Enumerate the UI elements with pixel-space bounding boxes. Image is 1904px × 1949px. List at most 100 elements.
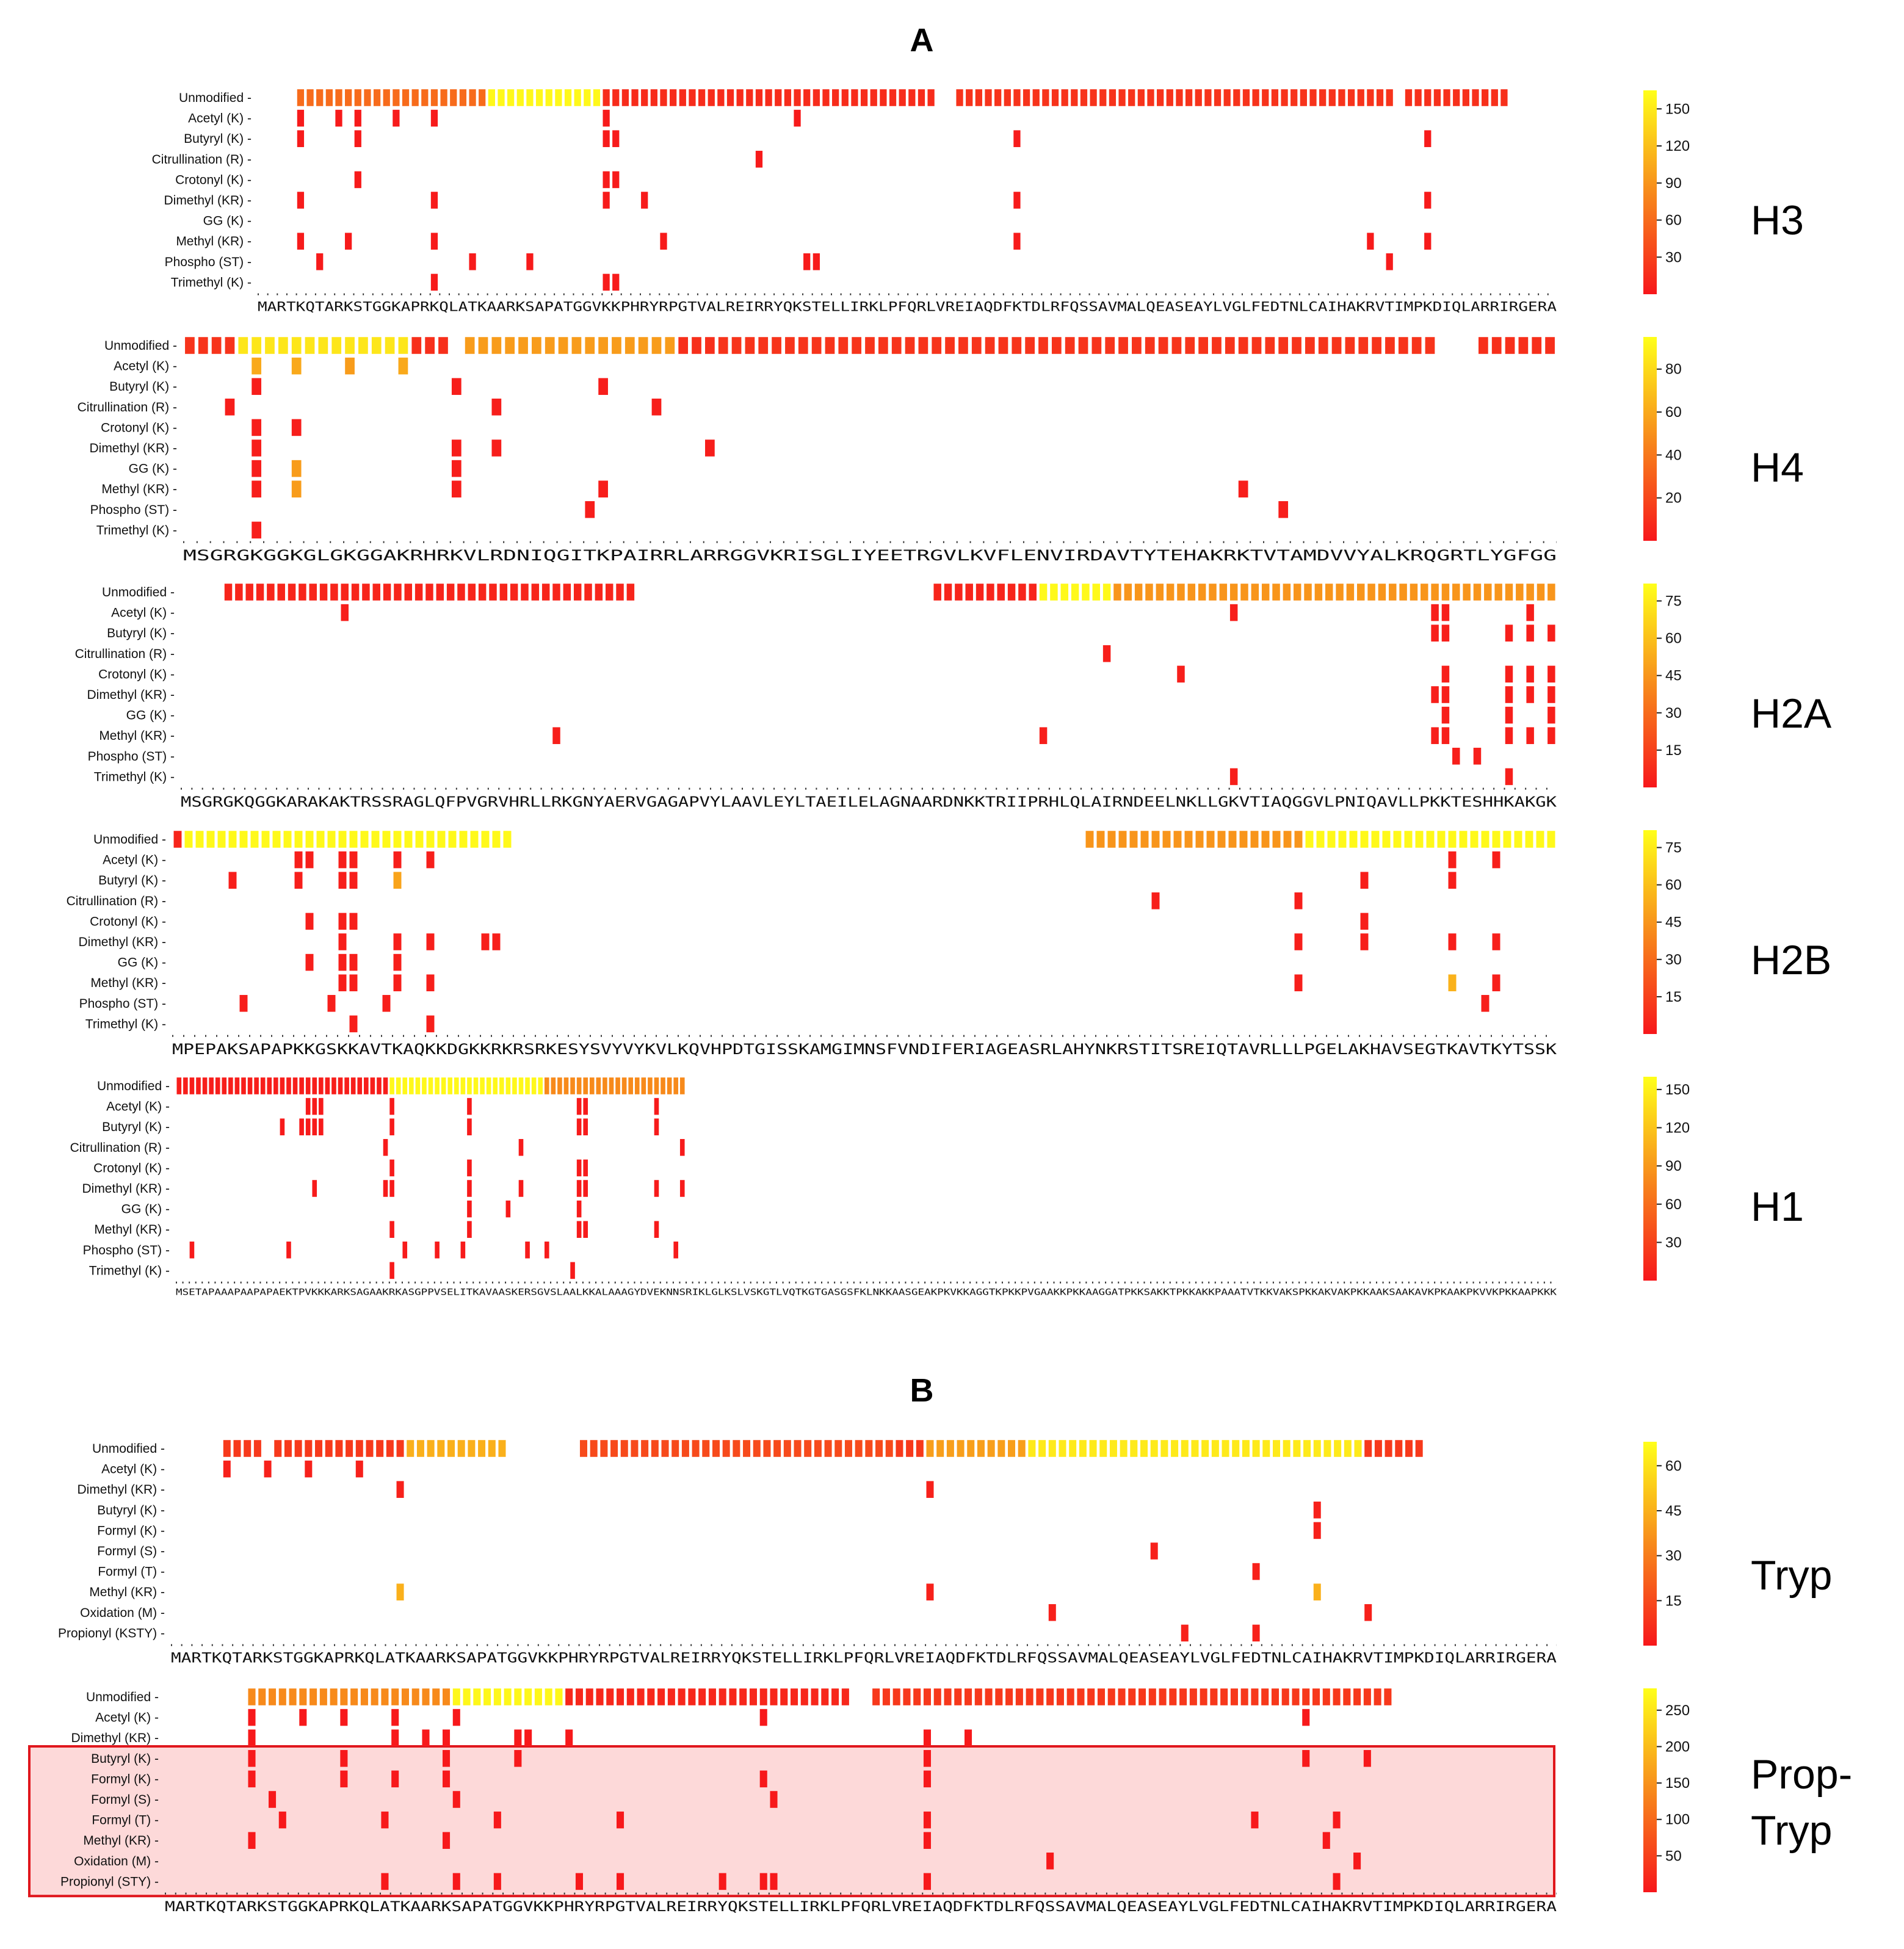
sequence-label: MSGRGKQGGKARAKAKTRSSRAGLQFPVGRVHRLLRKGNY… <box>181 794 1557 811</box>
row-label: Dimethyl (KR) - <box>71 1731 159 1745</box>
heatmap-h2b: Unmodified - Acetyl (K) - Butyryl (K) - Cit… <box>67 830 1831 1058</box>
cell-unmodified <box>918 89 925 106</box>
colorbar-tick-label: 15 <box>1665 989 1682 1005</box>
cell-unmodified <box>283 831 292 848</box>
row-label: Unmodified - <box>93 833 166 847</box>
cell-unmodified <box>1140 831 1149 848</box>
cell-unmodified <box>1290 89 1298 106</box>
cell-unmodified <box>447 1440 455 1457</box>
cell-unmodified <box>1036 1688 1044 1705</box>
cell-unmodified <box>489 584 497 601</box>
colorbar-tick-label: 30 <box>1665 249 1682 266</box>
cell-mark <box>1181 1624 1189 1642</box>
cell-unmodified <box>1251 1688 1259 1705</box>
cell-unmodified <box>976 584 984 601</box>
cell-mark <box>340 1750 348 1767</box>
cell-unmodified <box>1325 584 1333 601</box>
cell-unmodified <box>1358 337 1369 354</box>
cell-unmodified <box>1367 89 1374 106</box>
cell-unmodified <box>414 584 423 601</box>
cell-unmodified <box>1316 831 1325 848</box>
cell-unmodified <box>305 831 314 848</box>
cell-unmodified <box>775 89 782 106</box>
cell-unmodified <box>1398 337 1408 354</box>
cell-mark <box>576 1097 582 1115</box>
cell-mark <box>1424 233 1432 250</box>
cell-unmodified <box>393 831 402 848</box>
cell-unmodified <box>585 337 595 354</box>
cell-unmodified <box>416 1440 424 1457</box>
cell-mark <box>759 1770 767 1788</box>
cell-unmodified <box>505 1077 511 1094</box>
cell-unmodified <box>1222 1440 1229 1457</box>
cell-mark <box>391 1729 399 1746</box>
cell-unmodified <box>584 89 591 106</box>
cell-unmodified <box>306 89 314 106</box>
cell-unmodified <box>985 337 995 354</box>
cell-mark <box>452 1873 460 1890</box>
cell-unmodified <box>239 831 248 848</box>
cell-unmodified <box>425 337 435 354</box>
cell-unmodified <box>1129 831 1138 848</box>
row-label: Citrullination (R) - <box>70 1141 170 1155</box>
cell-mark <box>451 439 462 457</box>
cell-mark <box>393 933 402 950</box>
cell-mark <box>1441 624 1450 642</box>
cell-unmodified <box>1085 831 1094 848</box>
cell-unmodified <box>340 1688 348 1705</box>
cell-unmodified <box>1345 337 1355 354</box>
cell-unmodified <box>335 89 342 106</box>
colorbar-tick-label: 100 <box>1665 1812 1690 1828</box>
cell-unmodified <box>977 1440 985 1457</box>
heatmap-h1: Unmodified - Acetyl (K) - Butyryl (K) - Cit… <box>70 1077 1804 1297</box>
cell-mark <box>338 851 347 869</box>
cell-unmodified <box>442 1688 451 1705</box>
cell-unmodified <box>665 337 675 354</box>
cell-unmodified <box>1312 1688 1320 1705</box>
cell-mark <box>430 273 438 291</box>
row-label: Formyl (T) - <box>92 1813 159 1828</box>
cell-mark <box>354 130 361 147</box>
cell-unmodified <box>1138 1688 1146 1705</box>
cell-unmodified <box>967 1440 975 1457</box>
cell-mark <box>770 1791 778 1808</box>
cell-mark <box>248 1770 256 1788</box>
cell-unmodified <box>441 1077 446 1094</box>
cell-mark <box>651 399 662 416</box>
cell-unmodified <box>1015 1688 1023 1705</box>
colorbar-tick-label: 60 <box>1665 404 1682 421</box>
cell-mark <box>393 953 402 971</box>
cell-unmodified <box>435 1077 440 1094</box>
cell-unmodified <box>222 1077 227 1094</box>
cell-unmodified <box>1262 89 1269 106</box>
colorbar-tick-label: 120 <box>1665 1120 1690 1137</box>
cell-unmodified <box>944 1688 952 1705</box>
cell-unmodified <box>673 1077 678 1094</box>
cell-unmodified <box>1437 831 1446 848</box>
row-label: Formyl (T) - <box>98 1565 165 1579</box>
cell-unmodified <box>473 1688 481 1705</box>
cell-unmodified <box>647 1688 655 1705</box>
cell-unmodified <box>510 584 518 601</box>
cell-unmodified <box>355 1440 363 1457</box>
cell-unmodified <box>1039 584 1048 601</box>
cell-unmodified <box>383 584 391 601</box>
cell-unmodified <box>545 1688 552 1705</box>
cell-unmodified <box>1145 337 1155 354</box>
cell-unmodified <box>364 1077 369 1094</box>
cell-mark <box>525 1242 530 1259</box>
cell-mark <box>340 1709 348 1726</box>
cell-unmodified <box>315 1440 323 1457</box>
cell-unmodified <box>358 337 368 354</box>
colorbar-tick-label: 80 <box>1665 361 1682 378</box>
cell-mark <box>1313 1502 1321 1519</box>
cell-mark <box>1448 974 1457 991</box>
cell-unmodified <box>650 89 657 106</box>
cell-unmodified <box>555 89 562 106</box>
cell-unmodified <box>596 1077 601 1094</box>
cell-mark <box>248 1729 256 1746</box>
cell-unmodified <box>421 89 429 106</box>
cell-mark <box>654 1097 659 1115</box>
cell-unmodified <box>954 1688 962 1705</box>
cell-unmodified <box>440 89 447 106</box>
